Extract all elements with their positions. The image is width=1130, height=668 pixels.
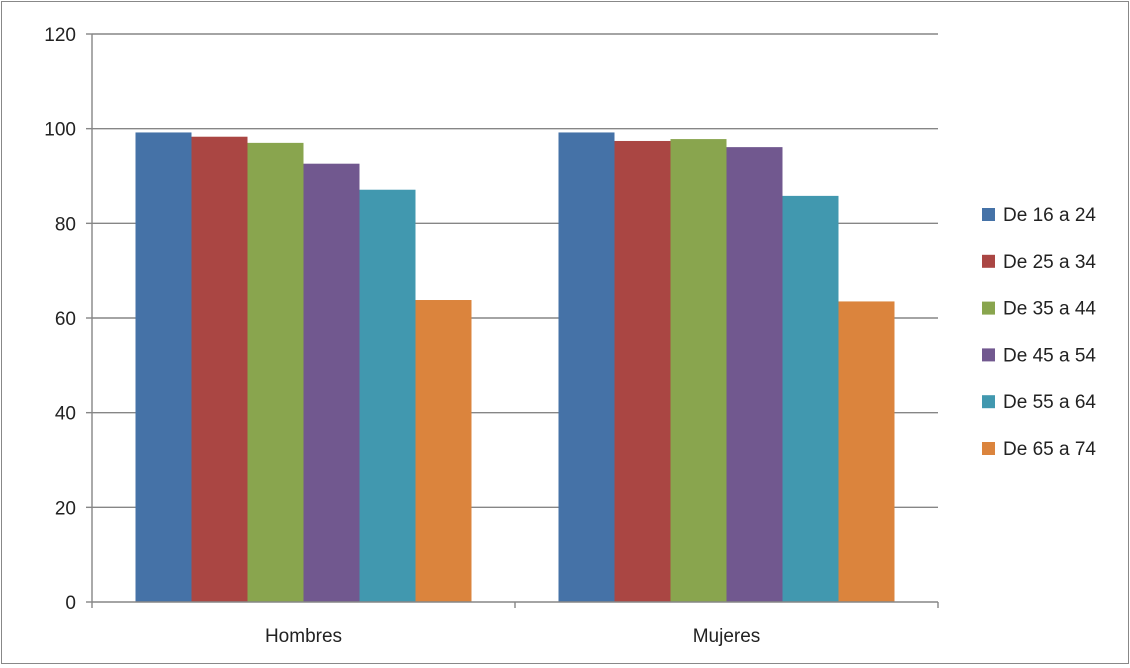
legend: De 16 a 24 De 25 a 34 De 35 a 44 De 45 a 54… [982,205,1096,460]
legend-label: De 35 a 44 [1003,299,1096,320]
bar-mujeres-2 [614,140,671,602]
legend-swatch [982,254,995,268]
y-tick-label: 0 [65,593,76,614]
bar-hombres-2 [191,136,248,603]
bar-mujeres-5 [782,195,839,602]
legend-label: De 55 a 64 [1003,392,1096,413]
legend-swatch [982,301,995,315]
bar-mujeres-4 [726,147,783,603]
bar-mujeres-6 [838,301,895,602]
legend-swatch [982,348,995,362]
x-category-label: Hombres [265,626,342,647]
bar-hombres-5 [359,189,416,602]
y-tick-label: 20 [55,498,76,519]
y-tick-label: 100 [44,120,76,141]
y-tick-label: 80 [55,214,76,235]
y-tick-label: 60 [55,309,76,330]
legend-label: De 65 a 74 [1003,439,1096,460]
axes: 0 20 40 60 80 100 120 Hombres Mujeres [44,25,939,647]
bar-mujeres-1 [558,132,615,602]
legend-label: De 16 a 24 [1003,205,1096,226]
bar-mujeres-3 [670,139,727,602]
bar-hombres-6 [415,300,472,602]
y-tick-label: 120 [44,25,76,46]
legend-swatch [982,208,995,221]
bars [135,132,895,603]
y-tick-label: 40 [55,404,76,425]
legend-label: De 25 a 34 [1003,252,1096,273]
x-category-label: Mujeres [693,626,761,647]
bar-hombres-3 [247,142,304,602]
legend-swatch [982,395,995,409]
legend-swatch [982,442,995,455]
bar-hombres-1 [135,132,192,602]
legend-label: De 45 a 54 [1003,345,1096,366]
bar-hombres-4 [303,163,360,602]
